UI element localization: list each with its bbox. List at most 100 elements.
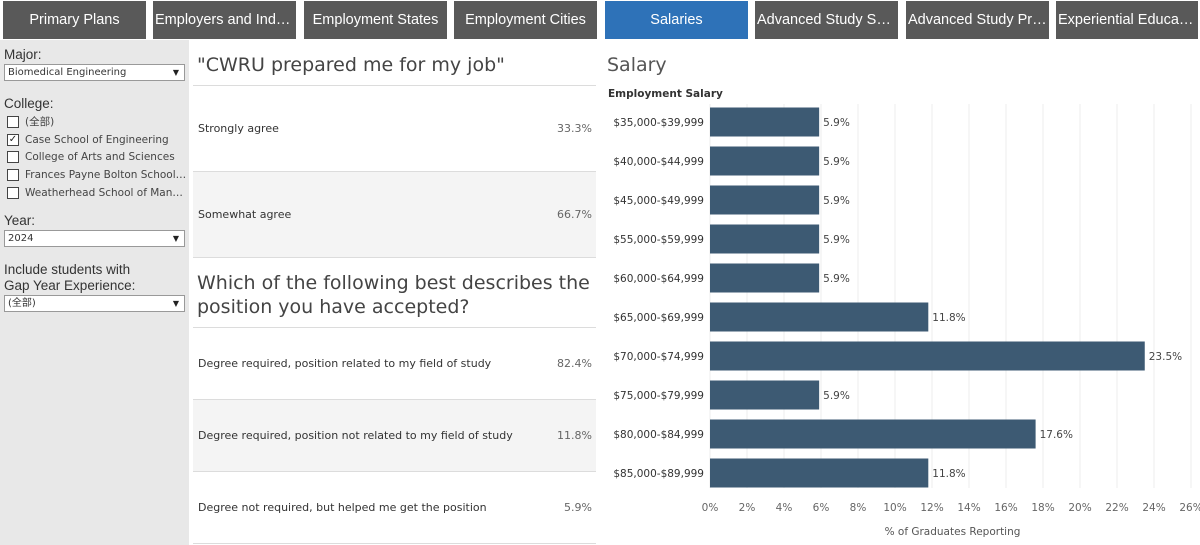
college-option-label: Weatherhead School of Management (25, 186, 187, 199)
y-tick-label: $35,000-$39,999 (613, 117, 704, 129)
tab-employment-cities[interactable]: Employment Cities (454, 1, 597, 39)
data-label: 5.9% (823, 234, 850, 246)
x-tick-label: 10% (883, 502, 906, 514)
divider (193, 543, 596, 544)
college-option-management[interactable]: Weatherhead School of Management (7, 184, 187, 201)
college-option-label: College of Arts and Sciences (25, 150, 175, 163)
bar (710, 341, 1145, 371)
data-label: 5.9% (823, 195, 850, 207)
table-row: Strongly agree 33.3% (193, 85, 596, 171)
survey-panel: "CWRU prepared me for my job" Strongly a… (193, 40, 596, 545)
checkbox-icon[interactable] (7, 168, 19, 181)
q1-title: "CWRU prepared me for my job" (197, 54, 505, 76)
x-tick-label: 20% (1068, 502, 1091, 514)
checkbox-icon[interactable] (7, 115, 19, 128)
row-pct: 33.3% (557, 122, 592, 135)
tab-employment-states[interactable]: Employment States (304, 1, 447, 39)
divider (193, 257, 596, 258)
bar (710, 419, 1036, 449)
x-tick-label: 26% (1179, 502, 1200, 514)
major-select[interactable]: Biomedical Engineering ▼ (4, 64, 185, 81)
tab-primary-plans[interactable]: Primary Plans (3, 1, 146, 39)
chart-title: Salary (607, 54, 667, 76)
y-tick-label: $75,000-$79,999 (613, 390, 704, 402)
year-label: Year: (4, 213, 36, 228)
row-label: Degree not required, but helped me get t… (198, 501, 487, 514)
college-option-label: Frances Payne Bolton School of Nursing (25, 168, 187, 181)
college-option-engineering[interactable]: ✓ Case School of Engineering (7, 131, 187, 148)
y-tick-label: $65,000-$69,999 (613, 312, 704, 324)
chart-subtitle: Employment Salary (608, 88, 723, 100)
y-tick-label: $40,000-$44,999 (613, 156, 704, 168)
tab-employers-industries[interactable]: Employers and Industries (153, 1, 296, 39)
y-tick-label: $60,000-$64,999 (613, 273, 704, 285)
tab-experiential-education[interactable]: Experiential Education (1056, 1, 1198, 39)
college-option-label: Case School of Engineering (25, 133, 169, 146)
chevron-down-icon: ▼ (172, 299, 179, 308)
x-tick-label: 6% (813, 502, 830, 514)
checkbox-checked-icon[interactable]: ✓ (7, 133, 19, 146)
x-tick-label: 14% (957, 502, 980, 514)
y-tick-label: $70,000-$74,999 (613, 351, 704, 363)
college-option-label: (全部) (25, 116, 55, 128)
major-value: Biomedical Engineering (8, 67, 127, 78)
checkbox-icon[interactable] (7, 150, 19, 163)
tab-label: Primary Plans (29, 12, 120, 28)
chevron-down-icon: ▼ (172, 234, 179, 243)
row-pct: 11.8% (557, 429, 592, 442)
gap-year-select[interactable]: (全部) ▼ (4, 295, 185, 312)
filter-sidebar: Major: Biomedical Engineering ▼ College:… (0, 40, 189, 545)
checkbox-icon[interactable] (7, 186, 19, 199)
y-tick-label: $55,000-$59,999 (613, 234, 704, 246)
bar (710, 380, 820, 410)
bar (710, 458, 929, 488)
x-tick-label: 8% (850, 502, 867, 514)
q2-title-line1: Which of the following best describes th… (197, 272, 590, 294)
x-axis-label: % of Graduates Reporting (885, 526, 1021, 538)
year-value: 2024 (8, 233, 34, 244)
data-label: 17.6% (1040, 429, 1073, 441)
tab-label: Employment States (312, 12, 439, 28)
gap-year-label-line1: Include students with (4, 262, 131, 277)
tab-advanced-study-schools[interactable]: Advanced Study Schools (755, 1, 898, 39)
x-tick-label: 0% (702, 502, 719, 514)
x-tick-label: 2% (739, 502, 756, 514)
table-row: Degree not required, but helped me get t… (193, 471, 596, 543)
tab-bar: Primary Plans Employers and Industries E… (0, 0, 1200, 40)
tab-salaries[interactable]: Salaries (605, 1, 748, 39)
table-row: Degree required, position not related to… (193, 399, 596, 471)
college-option-nursing[interactable]: Frances Payne Bolton School of Nursing (7, 166, 187, 183)
data-label: 5.9% (823, 156, 850, 168)
x-tick-label: 16% (994, 502, 1017, 514)
x-tick-label: 24% (1142, 502, 1165, 514)
bar (710, 224, 820, 254)
tab-label: Employment Cities (465, 12, 586, 28)
data-label: 5.9% (823, 390, 850, 402)
row-label: Degree required, position not related to… (198, 429, 513, 442)
bar (710, 107, 820, 137)
x-tick-label: 4% (776, 502, 793, 514)
table-row: Degree required, position related to my … (193, 327, 596, 399)
y-tick-label: $45,000-$49,999 (613, 195, 704, 207)
tab-label: Experiential Education (1058, 12, 1196, 28)
bar (710, 302, 929, 332)
gap-year-label-line2: Gap Year Experience: (4, 278, 136, 293)
college-label: College: (4, 96, 54, 111)
data-label: 23.5% (1149, 351, 1182, 363)
row-label: Somewhat agree (198, 208, 292, 221)
row-label: Degree required, position related to my … (198, 357, 492, 370)
tab-label: Employers and Industries (155, 12, 294, 28)
row-pct: 5.9% (564, 501, 592, 514)
college-option-all[interactable]: (全部) (7, 113, 187, 130)
tab-advanced-study-programs[interactable]: Advanced Study Programs (906, 1, 1049, 39)
x-tick-label: 12% (920, 502, 943, 514)
tab-label: Advanced Study Schools (757, 12, 896, 28)
year-select[interactable]: 2024 ▼ (4, 230, 185, 247)
college-option-arts-sciences[interactable]: College of Arts and Sciences (7, 148, 187, 165)
y-tick-label: $80,000-$84,999 (613, 429, 704, 441)
bar (710, 185, 820, 215)
gap-year-value: (全部) (8, 298, 36, 309)
table-row: Somewhat agree 66.7% (193, 171, 596, 257)
x-tick-label: 18% (1031, 502, 1054, 514)
tab-label: Salaries (650, 12, 703, 28)
